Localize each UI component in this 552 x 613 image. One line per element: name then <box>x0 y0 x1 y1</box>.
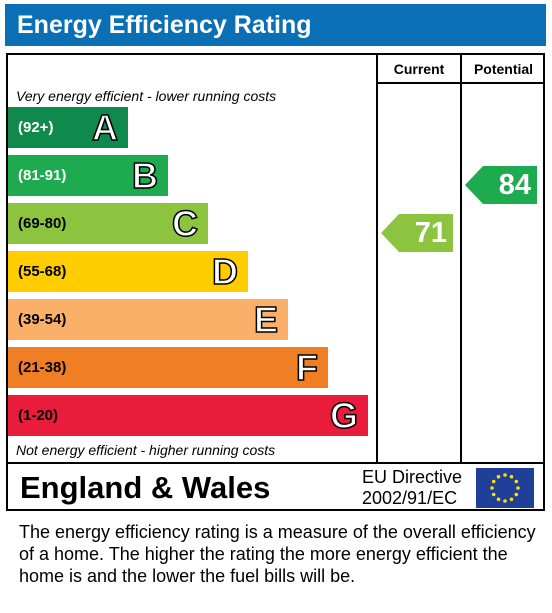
note-not-efficient: Not energy efficient - higher running co… <box>16 442 276 458</box>
band-range-label: (1-20) <box>18 407 59 424</box>
band-f: (21-38) F <box>8 346 328 389</box>
column-header-divider <box>376 82 545 84</box>
band-e: (39-54) E <box>8 298 288 341</box>
eu-directive-line2: 2002/91/EC <box>362 488 458 508</box>
band-g: (1-20) G <box>8 394 368 437</box>
column-header-potential: Potential <box>473 61 534 77</box>
region-label: England & Wales <box>20 470 271 505</box>
band-a: (92+) A <box>8 106 128 149</box>
band-letter: C <box>171 202 199 245</box>
band-letter: G <box>329 394 359 437</box>
eu-flag-icon <box>476 468 534 508</box>
page-title: Energy Efficiency Rating <box>5 4 546 46</box>
band-range-label: (39-54) <box>18 311 67 328</box>
column-divider-current <box>376 53 378 464</box>
note-very-efficient: Very energy efficient - lower running co… <box>16 88 277 104</box>
potential-rating-arrow: 84 <box>465 165 537 204</box>
band-range-label: (92+) <box>18 119 54 136</box>
footer-divider <box>6 462 545 464</box>
band-range-label: (21-38) <box>18 359 67 376</box>
band-letter: B <box>131 154 159 197</box>
band-range-label: (81-91) <box>18 167 67 184</box>
rating-description: The energy efficiency rating is a measur… <box>19 522 536 586</box>
band-c: (69-80) C <box>8 202 208 245</box>
column-header-current: Current <box>393 61 445 77</box>
current-rating-arrow: 71 <box>381 213 453 252</box>
rating-table-frame <box>6 53 545 511</box>
band-letter: A <box>91 106 119 149</box>
current-rating-value: 71 <box>414 216 447 249</box>
band-b: (81-91) B <box>8 154 168 197</box>
column-divider-potential <box>460 53 462 464</box>
band-range-label: (55-68) <box>18 263 67 280</box>
band-d: (55-68) D <box>8 250 248 293</box>
band-letter: D <box>211 250 239 293</box>
band-letter: F <box>295 346 319 389</box>
eu-directive: EU Directive 2002/91/EC <box>362 467 462 509</box>
band-letter: E <box>253 298 279 341</box>
band-range-label: (69-80) <box>18 215 67 232</box>
potential-rating-value: 84 <box>498 168 531 201</box>
eu-directive-line1: EU Directive <box>362 467 463 487</box>
